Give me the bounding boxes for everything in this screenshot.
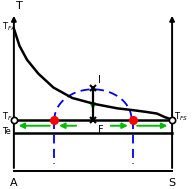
Text: T: T bbox=[16, 1, 22, 11]
Text: T$_{FS}$: T$_{FS}$ bbox=[174, 111, 188, 123]
Text: F: F bbox=[98, 125, 103, 135]
Text: I: I bbox=[98, 75, 101, 85]
Text: Te: Te bbox=[2, 127, 11, 136]
Text: T$_F$: T$_F$ bbox=[2, 111, 12, 123]
Text: A: A bbox=[10, 178, 18, 188]
Text: S: S bbox=[169, 178, 176, 188]
Text: T$_{FA}$: T$_{FA}$ bbox=[2, 21, 16, 33]
